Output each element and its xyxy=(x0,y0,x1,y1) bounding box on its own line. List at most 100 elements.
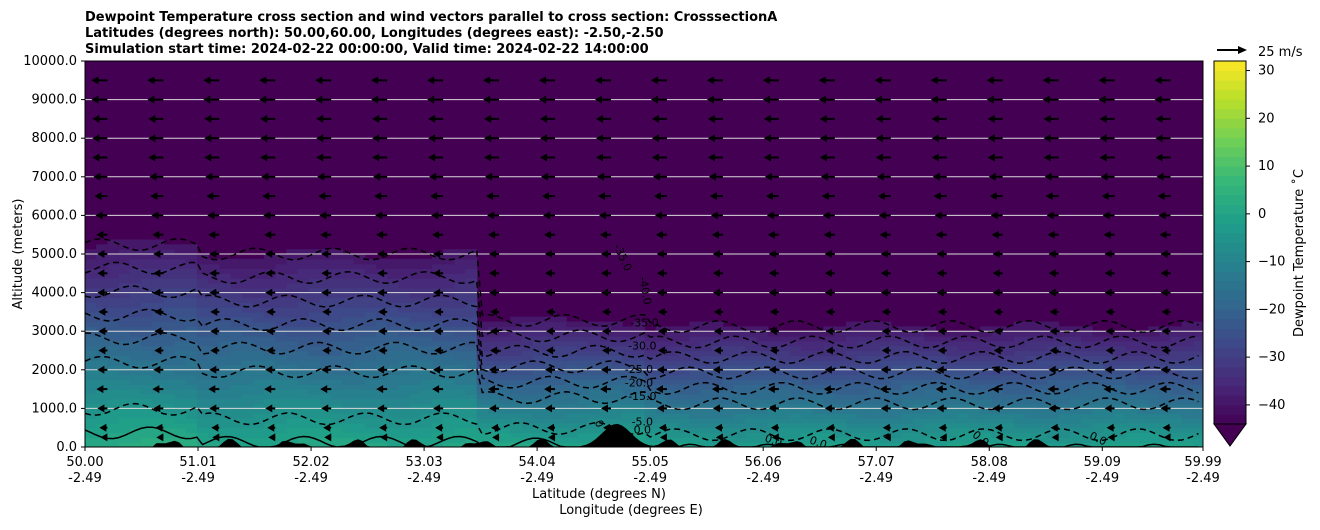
dewpoint-cell xyxy=(264,311,276,318)
wind-vector-head xyxy=(264,230,272,239)
dewpoint-cell xyxy=(834,369,847,376)
dewpoint-cell xyxy=(1025,340,1037,347)
dewpoint-cell xyxy=(96,273,108,279)
dewpoint-cell xyxy=(722,369,735,376)
wind-vector-head xyxy=(265,365,273,374)
dewpoint-cell xyxy=(376,355,388,361)
x-tick-label-lon: -2.49 xyxy=(859,471,893,486)
dewpoint-cell xyxy=(454,389,467,395)
title-line-2: Latitudes (degrees north): 50.00,60.00, … xyxy=(85,26,664,41)
dewpoint-cell xyxy=(208,297,220,303)
dewpoint-cell xyxy=(521,442,534,447)
wind-vector-head xyxy=(264,385,272,394)
wind-vector-head xyxy=(989,192,997,201)
dewpoint-cell xyxy=(219,374,232,380)
dewpoint-cell xyxy=(118,336,131,342)
dewpoint-cell xyxy=(331,278,343,284)
dewpoint-cell xyxy=(96,369,108,376)
dewpoint-cell xyxy=(129,287,142,294)
dewpoint-cell xyxy=(1013,442,1026,447)
dewpoint-cell xyxy=(85,258,97,265)
dewpoint-cell xyxy=(902,427,914,434)
dewpoint-cell xyxy=(409,374,422,380)
dewpoint-cell xyxy=(252,326,265,332)
dewpoint-cell xyxy=(633,427,646,434)
dewpoint-cell xyxy=(297,389,310,395)
dewpoint-cell xyxy=(902,413,914,419)
dewpoint-cell xyxy=(644,418,657,424)
dewpoint-cell xyxy=(521,355,534,361)
dewpoint-cell xyxy=(465,345,478,352)
dewpoint-cell xyxy=(398,393,411,400)
dewpoint-cell xyxy=(1047,418,1060,424)
wind-vector-head xyxy=(483,95,491,104)
dewpoint-cell xyxy=(890,393,903,400)
dewpoint-cell xyxy=(141,369,153,376)
wind-vector-head xyxy=(1099,153,1107,162)
dewpoint-cell xyxy=(252,403,265,409)
dewpoint-cell xyxy=(890,389,903,395)
dewpoint-cell xyxy=(107,432,120,438)
dewpoint-cell xyxy=(666,345,679,352)
wind-vector-head xyxy=(769,327,777,336)
colorbar-segment xyxy=(1214,395,1246,406)
dewpoint-cell xyxy=(443,408,455,414)
wind-vector-head xyxy=(153,288,161,297)
dewpoint-cell xyxy=(230,273,243,279)
dewpoint-cell xyxy=(499,350,511,356)
dewpoint-cell xyxy=(308,268,321,274)
dewpoint-cell xyxy=(431,393,444,400)
dewpoint-cell xyxy=(868,331,881,337)
dewpoint-cell xyxy=(308,374,321,380)
dewpoint-cell xyxy=(152,258,164,265)
dewpoint-cell xyxy=(935,427,948,434)
dewpoint-cell xyxy=(342,379,355,385)
dewpoint-cell xyxy=(387,393,399,400)
dewpoint-cell xyxy=(1159,432,1172,438)
dewpoint-cell xyxy=(790,418,802,424)
dewpoint-cell xyxy=(320,418,332,424)
wind-vector-head xyxy=(987,134,995,143)
dewpoint-cell xyxy=(342,283,355,289)
dewpoint-cell xyxy=(364,283,377,289)
dewpoint-cell xyxy=(152,408,164,414)
dewpoint-cell xyxy=(297,249,310,255)
dewpoint-cell xyxy=(163,316,176,323)
y-tick-label: 10000.0 xyxy=(23,54,77,69)
dewpoint-cell xyxy=(543,427,556,434)
dewpoint-cell xyxy=(230,311,243,318)
wind-vector-head xyxy=(823,385,831,394)
dewpoint-cell xyxy=(487,379,500,385)
dewpoint-cell xyxy=(655,427,668,434)
dewpoint-cell xyxy=(275,321,288,327)
wind-vector-head xyxy=(489,404,497,413)
dewpoint-cell xyxy=(387,311,399,318)
dewpoint-cell xyxy=(666,389,679,395)
dewpoint-cell xyxy=(476,321,489,327)
dewpoint-cell xyxy=(364,418,377,424)
dewpoint-cell xyxy=(611,355,623,361)
dewpoint-cell xyxy=(398,311,411,318)
wind-vector-head xyxy=(935,385,943,394)
dewpoint-cell xyxy=(991,432,1004,438)
dewpoint-cell xyxy=(252,408,265,414)
wind-vector-head xyxy=(938,423,946,432)
dewpoint-cell xyxy=(163,278,176,284)
dewpoint-cell xyxy=(991,360,1004,366)
dewpoint-cell xyxy=(219,384,232,390)
wind-vector-head xyxy=(763,134,771,143)
dewpoint-cell xyxy=(420,278,433,284)
dewpoint-cell xyxy=(297,374,310,380)
dewpoint-cell xyxy=(129,389,142,395)
dewpoint-cell xyxy=(510,403,523,409)
dewpoint-cell xyxy=(141,355,153,361)
dewpoint-cell xyxy=(555,422,567,429)
dewpoint-cell xyxy=(185,254,198,260)
dewpoint-cell xyxy=(633,345,646,352)
dewpoint-cell xyxy=(420,369,433,376)
dewpoint-cell xyxy=(342,307,355,313)
dewpoint-cell xyxy=(364,350,377,356)
dewpoint-cell xyxy=(1013,408,1026,414)
dewpoint-cell xyxy=(118,263,131,269)
dewpoint-cell xyxy=(85,418,97,424)
